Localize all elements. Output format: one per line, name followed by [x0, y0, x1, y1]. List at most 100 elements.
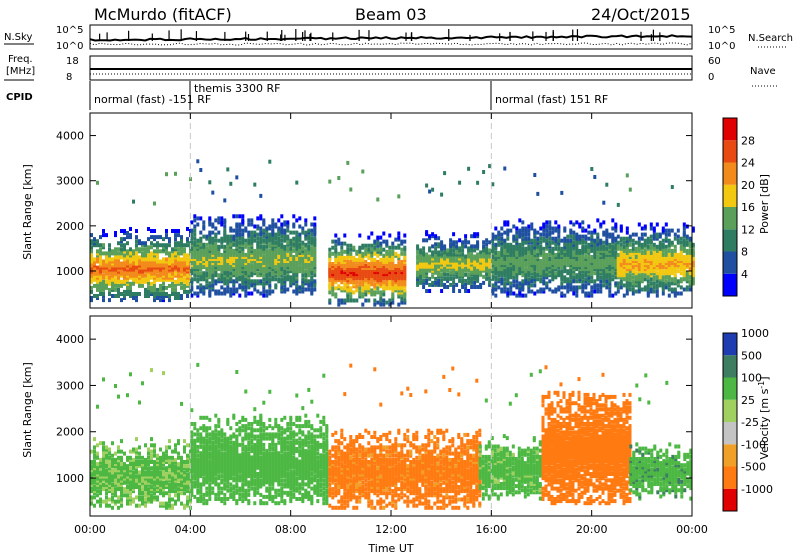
echo-cell: [652, 269, 656, 274]
echo-cell: [286, 275, 290, 280]
echo-cell: [141, 460, 144, 464]
echo-cell: [527, 236, 531, 241]
echo-cell: [361, 262, 365, 266]
echo-cell: [557, 255, 561, 259]
echo-cell: [385, 243, 389, 248]
echo-cell: [211, 242, 215, 247]
echo-cell: [530, 248, 534, 253]
echo-cell: [355, 288, 359, 293]
echo-cell: [165, 265, 168, 270]
echo-cell: [262, 269, 266, 274]
echo-cell: [485, 252, 489, 257]
echo-cell: [337, 268, 341, 273]
echo-cell: [241, 275, 245, 280]
echo-cell: [174, 233, 177, 238]
echo-cell: [485, 276, 489, 281]
echo-cell: [485, 264, 489, 269]
echo-cell: [126, 292, 129, 296]
echo-cell: [605, 285, 609, 290]
echo-cell: [628, 242, 632, 247]
echo-cell: [162, 285, 165, 290]
echo-cell: [150, 292, 153, 296]
echo-cell: [96, 462, 99, 467]
echo-cell: [168, 298, 171, 303]
echo-cell: [138, 277, 141, 282]
echo-cell: [102, 485, 105, 489]
echo-cell: [631, 275, 635, 280]
echo-cell: [434, 264, 438, 269]
echo-cell: [391, 262, 395, 266]
echo-cell: [625, 261, 629, 266]
echo-cell: [265, 289, 269, 294]
echo-cell: [422, 246, 426, 251]
echo-cell: [524, 248, 528, 253]
echo-cell: [331, 239, 335, 244]
noise-trace: [89, 29, 693, 46]
echo-cell: [646, 287, 650, 292]
freq-unit-label: [MHz]: [6, 66, 35, 77]
echo-cell: [557, 238, 561, 243]
echo-cell: [367, 255, 371, 260]
echo-cell: [223, 218, 227, 223]
echo-cell: [147, 455, 150, 460]
echo-cell: [664, 236, 668, 241]
echo-cell: [664, 281, 668, 286]
echo-cell: [667, 232, 671, 237]
echo-cell: [473, 248, 477, 253]
echo-cell: [679, 261, 683, 266]
echo-cell: [643, 287, 647, 292]
echo-cell: [361, 268, 365, 273]
nave-tick-top: 60: [708, 56, 721, 67]
echo-cell: [361, 169, 365, 174]
echo-cell: [135, 495, 138, 500]
echo-cell: [153, 480, 156, 485]
echo-cell: [153, 235, 156, 240]
echo-cell: [461, 270, 465, 275]
echo-cell: [394, 264, 398, 268]
echo-cell: [102, 466, 105, 471]
echo-cell: [431, 270, 435, 275]
echo-cell: [605, 228, 609, 233]
echo-cell: [114, 251, 117, 256]
echo-cell: [461, 252, 465, 257]
echo-cell: [394, 288, 398, 293]
echo-cell: [388, 302, 392, 307]
echo-cell: [503, 242, 507, 247]
echo-cell: [658, 232, 662, 237]
echo-cell: [518, 261, 522, 266]
echo-cell: [539, 232, 543, 237]
echo-cell: [343, 286, 347, 291]
echo-cell: [262, 273, 266, 278]
echo-cell: [114, 472, 117, 477]
echo-cell: [673, 275, 677, 280]
echo-cell: [190, 277, 194, 282]
echo-cell: [196, 269, 200, 274]
echo-cell: [679, 240, 683, 245]
echo-cell: [223, 269, 227, 274]
echo-cell: [111, 468, 114, 473]
echo-cell: [295, 218, 299, 223]
echo-cell: [455, 274, 459, 279]
echo-cell: [298, 236, 302, 241]
echo-cell: [515, 293, 519, 298]
echo-cell: [108, 298, 111, 303]
date-title: 24/Oct/2015: [591, 5, 691, 24]
echo-cell: [533, 271, 537, 276]
echo-cell: [667, 228, 671, 233]
echo-cell: [90, 245, 93, 250]
echo-cell: [355, 268, 359, 273]
echo-cell: [611, 248, 615, 253]
echo-cell: [572, 222, 576, 227]
echo-cell: [250, 248, 254, 253]
echo-cell: [331, 288, 335, 293]
echo-cell: [670, 261, 674, 266]
echo-cell: [524, 228, 528, 233]
echo-cell: [419, 248, 423, 253]
echo-cell: [587, 261, 591, 266]
echo-cell: [379, 235, 383, 240]
echo-cell: [244, 238, 248, 243]
echo-cell: [180, 257, 183, 262]
echo-cell: [226, 234, 230, 239]
echo-cell: [455, 258, 459, 263]
echo-cell: [376, 235, 380, 240]
